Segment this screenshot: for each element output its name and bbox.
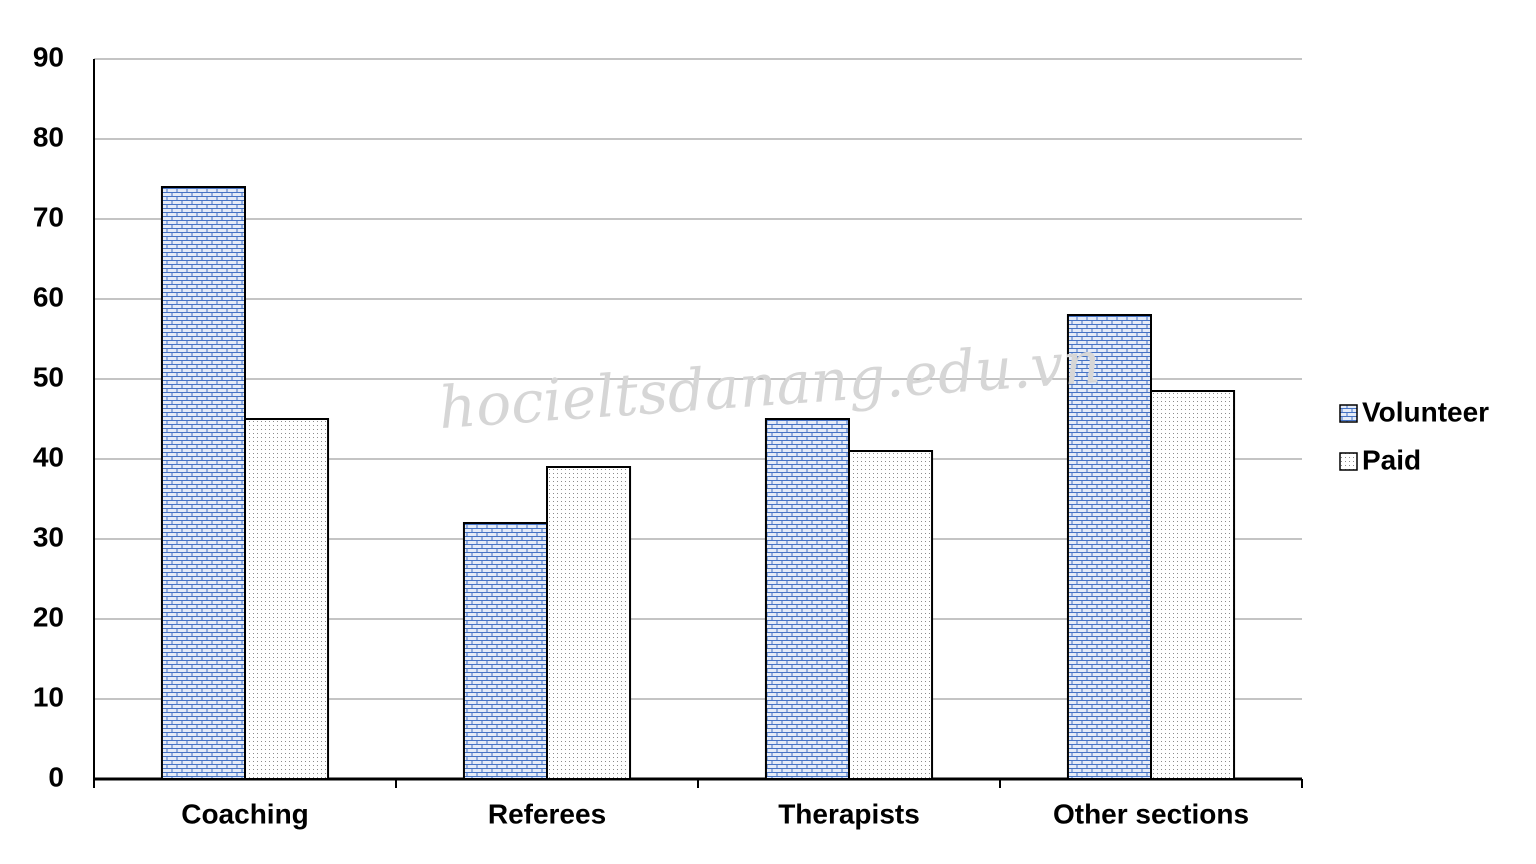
bar: [764, 418, 851, 780]
y-tick-label: 90: [33, 41, 64, 72]
y-tick-label: 80: [33, 121, 64, 152]
legend-swatch: [1339, 404, 1358, 423]
y-tick-label: 40: [33, 441, 64, 472]
y-tick-label: 0: [48, 761, 64, 792]
x-tick-label: Coaching: [181, 798, 309, 829]
y-tick-label: 30: [33, 521, 64, 552]
bar: [848, 450, 934, 780]
x-tick-label: Referees: [488, 798, 606, 829]
bar: [462, 522, 549, 780]
bar: [244, 418, 330, 780]
y-tick-label: 70: [33, 201, 64, 232]
y-tick-label: 50: [33, 361, 64, 392]
bar: [160, 186, 246, 780]
legend-label: Paid: [1362, 444, 1421, 475]
y-tick-label: 20: [33, 601, 64, 632]
bar: [1150, 390, 1236, 780]
legend-label: Volunteer: [1362, 396, 1489, 427]
legend-swatch: [1339, 452, 1358, 471]
bar: [546, 466, 632, 780]
x-tick-label: Therapists: [778, 798, 920, 829]
bar: [1066, 314, 1152, 780]
y-tick-label: 60: [33, 281, 64, 312]
x-tick-label: Other sections: [1053, 798, 1249, 829]
y-tick-label: 10: [33, 681, 64, 712]
